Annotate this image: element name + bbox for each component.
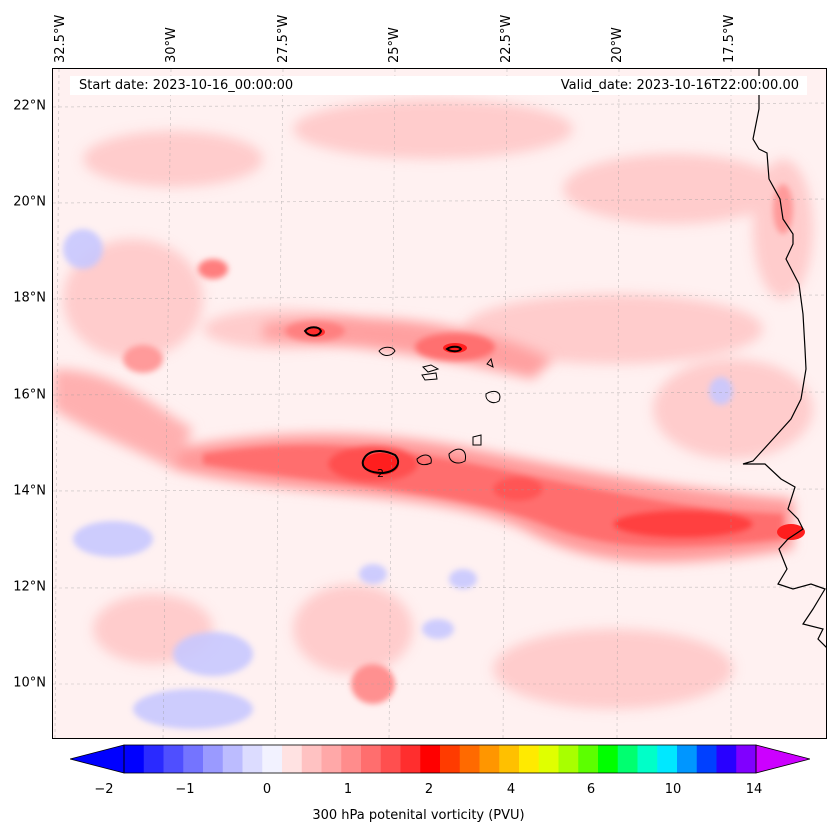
lat-label: 20°N: [13, 194, 46, 210]
colorbar-bin: [380, 745, 401, 773]
colorbar-bin: [519, 745, 540, 773]
colorbar-label: 300 hPa potenital vorticity (PVU): [312, 808, 525, 823]
pv-2-contour: [303, 326, 463, 475]
colorbar-bin: [736, 745, 757, 773]
colorbar-tick: 0: [262, 782, 272, 797]
pv-map: 2: [53, 69, 826, 738]
colorbar-tick: 10: [664, 782, 682, 797]
colorbar-bin: [617, 745, 638, 773]
colorbar-bin: [677, 745, 698, 773]
colorbar-bin: [440, 745, 461, 773]
date-info-bar: Start date: 2023-10-16_00:00:00 Valid_da…: [70, 76, 807, 95]
colorbar-bin: [637, 745, 658, 773]
pv-field: [53, 99, 813, 729]
lat-label: 12°N: [13, 579, 46, 595]
colorbar-tick: 6: [586, 782, 596, 797]
lat-label: 14°N: [13, 483, 46, 499]
colorbar-bin: [282, 745, 303, 773]
contour-label: 2: [377, 467, 384, 480]
lat-label: 16°N: [13, 387, 46, 403]
colorbar-bin: [420, 745, 441, 773]
lat-label: 18°N: [13, 290, 46, 306]
lon-label: 25°W: [387, 27, 402, 63]
graticule: [53, 69, 826, 738]
colorbar-bin: [321, 745, 342, 773]
colorbar-bin: [124, 745, 145, 773]
colorbar-bin: [499, 745, 520, 773]
lon-label: 32.5°W: [53, 14, 68, 63]
lon-label: 27.5°W: [276, 14, 291, 63]
colorbar-under-arrow: [70, 745, 124, 773]
colorbar-bin: [143, 745, 164, 773]
map-panel: 2: [52, 68, 827, 739]
colorbar-bin: [459, 745, 480, 773]
colorbar-bin: [716, 745, 737, 773]
colorbar-tick: 2: [424, 782, 434, 797]
coastline: [742, 69, 826, 648]
cape-verde-islands: [378, 346, 501, 466]
colorbar-bin: [578, 745, 599, 773]
colorbar-bin: [538, 745, 559, 773]
colorbar-tick: 14: [745, 782, 763, 797]
colorbar: [70, 744, 810, 774]
colorbar-bin: [598, 745, 619, 773]
lon-label: 22.5°W: [499, 14, 514, 63]
colorbar-bin: [558, 745, 579, 773]
colorbar-bin: [400, 745, 421, 773]
start-date: Start date: 2023-10-16_00:00:00: [79, 78, 294, 93]
colorbar-bin: [301, 745, 322, 773]
colorbar-tick: −1: [175, 782, 195, 797]
lat-label: 10°N: [13, 675, 46, 691]
colorbar-bin: [479, 745, 500, 773]
colorbar-bin: [696, 745, 717, 773]
colorbar-tick: −2: [94, 782, 114, 797]
lon-label: 30°W: [164, 27, 179, 63]
colorbar-bin: [361, 745, 382, 773]
colorbar-bin: [242, 745, 263, 773]
colorbar-bin: [262, 745, 283, 773]
lat-label: 22°N: [13, 98, 46, 114]
colorbar-bin: [341, 745, 362, 773]
colorbar-over-arrow: [756, 745, 810, 773]
lon-label: 17.5°W: [722, 14, 737, 63]
valid-date: Valid_date: 2023-10-16T22:00:00.00: [560, 78, 799, 93]
colorbar-tick: 4: [506, 782, 516, 797]
colorbar-bin: [657, 745, 678, 773]
colorbar-bin: [183, 745, 204, 773]
colorbar-bin: [203, 745, 224, 773]
colorbar-bin: [222, 745, 243, 773]
colorbar-bin: [163, 745, 184, 773]
colorbar-tick: 1: [343, 782, 353, 797]
lon-label: 20°W: [610, 27, 625, 63]
